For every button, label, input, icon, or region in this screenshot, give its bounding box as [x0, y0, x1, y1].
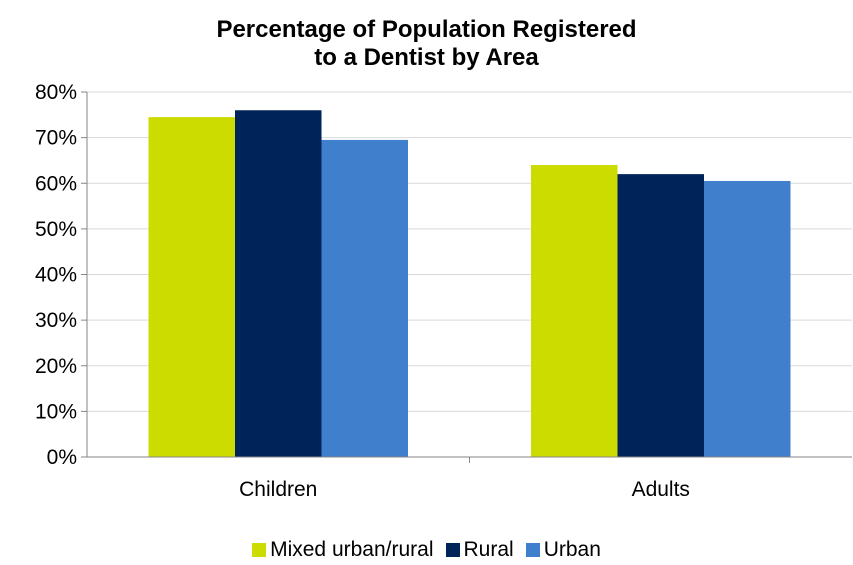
y-tick-label: 20%: [35, 355, 77, 378]
x-tick-label: Children: [239, 478, 317, 501]
legend-item: Mixed urban/rural: [252, 538, 434, 562]
legend-label: Rural: [463, 538, 514, 561]
x-tick-labels: Children Adults: [239, 478, 690, 501]
bars: [148, 110, 791, 457]
axes: [81, 91, 852, 463]
y-tick-label: 80%: [35, 81, 77, 104]
bar-adults-rural: [617, 174, 704, 457]
bar-chart: 0% 10% 20% 30% 40% 50% 60% 70% 80% Children Adult…: [35, 81, 852, 501]
y-tick-label: 40%: [35, 264, 77, 287]
x-tick-label: Adults: [632, 478, 690, 501]
legend-swatch: [525, 543, 540, 557]
y-tick-label: 70%: [35, 127, 77, 150]
bar-children-mixed-urban-rural: [148, 117, 235, 457]
legend-item: Rural: [445, 538, 514, 562]
bar-adults-urban: [704, 180, 791, 457]
y-tick-labels: 0% 10% 20% 30% 40% 50% 60% 70% 80%: [35, 81, 77, 469]
legend-swatch: [445, 543, 460, 557]
y-tick-label: 10%: [35, 400, 77, 423]
legend-label: Urban: [543, 538, 601, 561]
chart-title-line-1: Percentage of Population Registered: [216, 16, 637, 43]
chart-title-line-2: to a Dentist by Area: [314, 44, 539, 71]
legend-label: Mixed urban/rural: [270, 538, 434, 561]
legend-swatch: [252, 543, 267, 557]
legend-item: Urban: [525, 538, 601, 562]
y-tick-label: 30%: [35, 309, 77, 332]
bar-children-rural: [235, 110, 322, 457]
bar-children-urban: [321, 139, 408, 457]
chart-title: Percentage of Population Registered to a…: [0, 16, 853, 72]
legend: Mixed urban/rural Rural Urban: [0, 538, 853, 562]
y-tick-label: 0%: [47, 446, 77, 469]
y-tick-label: 50%: [35, 218, 77, 241]
y-tick-label: 60%: [35, 172, 77, 195]
bar-adults-mixed-urban-rural: [531, 165, 618, 457]
